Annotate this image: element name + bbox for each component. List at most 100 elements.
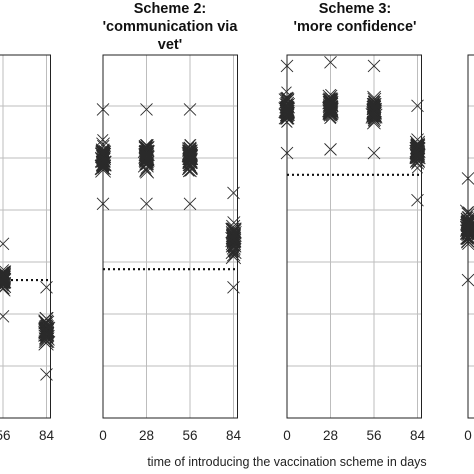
marker-cluster-day-0 (459, 172, 474, 287)
data-point-x-marker (97, 151, 110, 164)
data-point-x-marker (95, 145, 112, 162)
data-point-x-marker (367, 59, 381, 73)
data-point-x-marker (96, 103, 110, 116)
panel-3-frame (286, 54, 422, 419)
data-point-x-marker (227, 186, 240, 200)
data-point-x-marker (279, 97, 296, 114)
panel-2-title-line: Scheme 2: (134, 1, 207, 17)
data-point-x-marker (461, 273, 474, 287)
data-point-x-marker (325, 101, 337, 113)
data-point-x-marker (96, 197, 110, 211)
data-point-x-marker (323, 95, 337, 109)
data-point-x-marker (40, 281, 53, 294)
data-point-x-marker (182, 151, 196, 166)
data-point-x-marker (183, 197, 197, 211)
x-tick-label: 84 (410, 428, 426, 443)
data-point-x-marker (367, 146, 381, 160)
data-point-x-marker (0, 280, 11, 297)
data-point-x-marker (412, 140, 425, 153)
data-point-x-marker (228, 248, 239, 259)
data-point-x-marker (0, 271, 10, 286)
data-point-x-marker (141, 154, 153, 166)
x-tick-label: 56 (182, 428, 197, 443)
data-point-x-marker (367, 108, 383, 124)
data-point-x-marker (280, 59, 294, 73)
panel-2-grid (102, 55, 238, 418)
data-point-x-marker (279, 94, 295, 109)
data-point-x-marker (138, 150, 155, 167)
data-point-x-marker (185, 155, 196, 166)
data-point-x-marker (0, 279, 9, 290)
data-point-x-marker (411, 150, 423, 162)
marker-cluster-day-56 (365, 59, 383, 160)
data-point-x-marker (280, 146, 294, 160)
data-point-x-marker (324, 143, 337, 156)
panel-3-title-line: 'more confidence' (294, 19, 417, 35)
data-point-x-marker (368, 115, 381, 128)
panel-2: Scheme 2: 'communication via vet' 0 28 56 84 (94, 1, 242, 443)
panel-3-title-line: Scheme 3: (319, 1, 392, 17)
data-point-x-marker (139, 146, 155, 161)
panel-1-frame (0, 54, 51, 419)
panel-2-frame (102, 54, 238, 419)
data-point-x-marker (140, 150, 153, 163)
data-point-x-marker (411, 99, 424, 113)
data-point-x-marker (40, 368, 53, 381)
data-point-x-marker (140, 197, 153, 211)
data-point-x-marker (0, 266, 12, 283)
data-point-x-marker (0, 270, 10, 284)
data-point-x-marker (228, 232, 239, 243)
x-tick-label: 56 (0, 428, 11, 443)
data-point-x-marker (41, 332, 53, 344)
data-point-x-marker (181, 146, 198, 163)
marker-cluster-day-84 (38, 281, 56, 381)
marker-cluster-day-28 (137, 103, 155, 211)
data-point-x-marker (229, 250, 239, 260)
data-point-x-marker (324, 102, 337, 116)
data-point-x-marker (140, 139, 153, 152)
data-point-x-marker (461, 172, 474, 185)
x-tick-label: 84 (226, 428, 242, 443)
x-axis-label: time of introducing the vaccination sche… (147, 455, 426, 469)
marker-cluster-day-28 (322, 55, 339, 156)
marker-cluster-day-84 (225, 186, 242, 294)
data-point-x-marker (226, 219, 241, 234)
data-point-x-marker (463, 227, 474, 238)
data-point-x-marker (411, 193, 424, 207)
data-point-x-marker (410, 150, 425, 164)
data-point-x-marker (368, 100, 381, 114)
data-point-x-marker (39, 311, 54, 326)
data-point-x-marker (0, 310, 10, 323)
x-tick-label: 0 (283, 428, 291, 443)
data-point-x-marker (461, 207, 474, 222)
x-tick-label: 28 (139, 428, 154, 443)
data-point-x-marker (140, 103, 153, 116)
data-point-x-marker (139, 147, 154, 163)
marker-cluster-day-56 (181, 103, 199, 211)
data-point-x-marker (228, 240, 239, 252)
x-tick-label: 0 (99, 428, 107, 443)
data-point-x-marker (140, 164, 155, 179)
data-point-x-marker (227, 237, 238, 248)
data-point-x-marker (462, 225, 474, 236)
marker-cluster-day-0 (94, 103, 112, 211)
data-point-x-marker (182, 154, 198, 170)
marker-cluster-day-56 (0, 237, 12, 323)
data-point-x-marker (0, 237, 10, 251)
data-point-x-marker (38, 314, 54, 330)
data-point-x-marker (462, 206, 474, 217)
data-point-x-marker (0, 276, 9, 289)
data-point-x-marker (323, 107, 338, 122)
data-point-x-marker (183, 103, 197, 116)
data-point-x-marker (282, 106, 294, 118)
panel-3-grid (286, 55, 422, 418)
data-point-x-marker (95, 147, 112, 164)
data-point-x-marker (225, 226, 242, 242)
panel-2-title-line: vet' (158, 37, 182, 53)
x-tick-label: 56 (366, 428, 381, 443)
data-point-x-marker (39, 330, 54, 344)
panel-3: Scheme 3: 'more confidence' 0 28 56 84 (278, 1, 426, 443)
marker-cluster-day-84 (409, 99, 426, 207)
